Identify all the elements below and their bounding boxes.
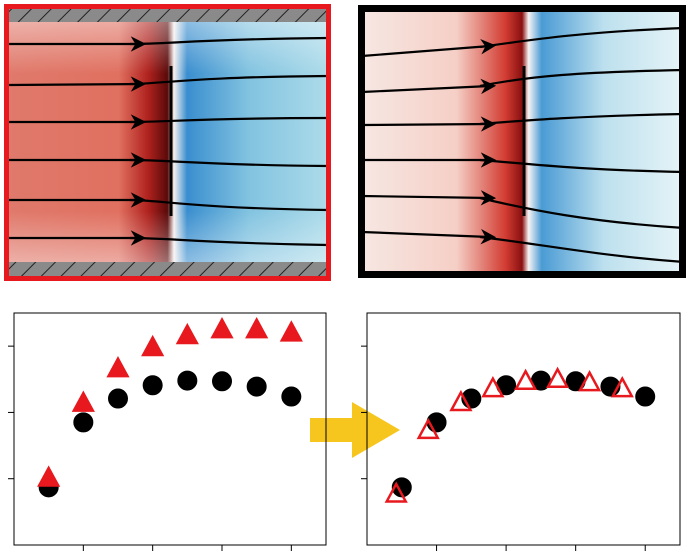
point xyxy=(635,386,656,407)
field-shade xyxy=(5,5,330,280)
point xyxy=(384,481,408,503)
point xyxy=(177,370,198,391)
field xyxy=(358,5,686,277)
arrow xyxy=(310,402,400,458)
point xyxy=(577,369,602,392)
point xyxy=(545,366,570,389)
streamlines xyxy=(361,26,685,264)
field-panel-right xyxy=(358,5,686,278)
point xyxy=(245,316,269,339)
point xyxy=(106,356,130,378)
point xyxy=(416,417,440,440)
point xyxy=(281,386,302,407)
point xyxy=(175,322,199,345)
point xyxy=(71,390,95,412)
panel-border xyxy=(358,5,686,278)
point xyxy=(210,316,234,339)
wall xyxy=(7,8,328,22)
point xyxy=(141,334,165,357)
field-panel-left xyxy=(4,4,331,281)
streamlines xyxy=(7,36,329,247)
point xyxy=(449,389,473,412)
plot-frame xyxy=(366,312,681,546)
plot-frame xyxy=(13,312,327,546)
point xyxy=(279,320,303,342)
point xyxy=(73,412,94,433)
point xyxy=(610,375,634,398)
point xyxy=(246,376,267,397)
point xyxy=(142,375,163,396)
point xyxy=(481,375,505,398)
wall xyxy=(7,262,328,276)
panel-border xyxy=(4,4,331,281)
point xyxy=(212,371,232,392)
point xyxy=(37,465,61,487)
point xyxy=(513,368,538,391)
point xyxy=(108,388,128,409)
